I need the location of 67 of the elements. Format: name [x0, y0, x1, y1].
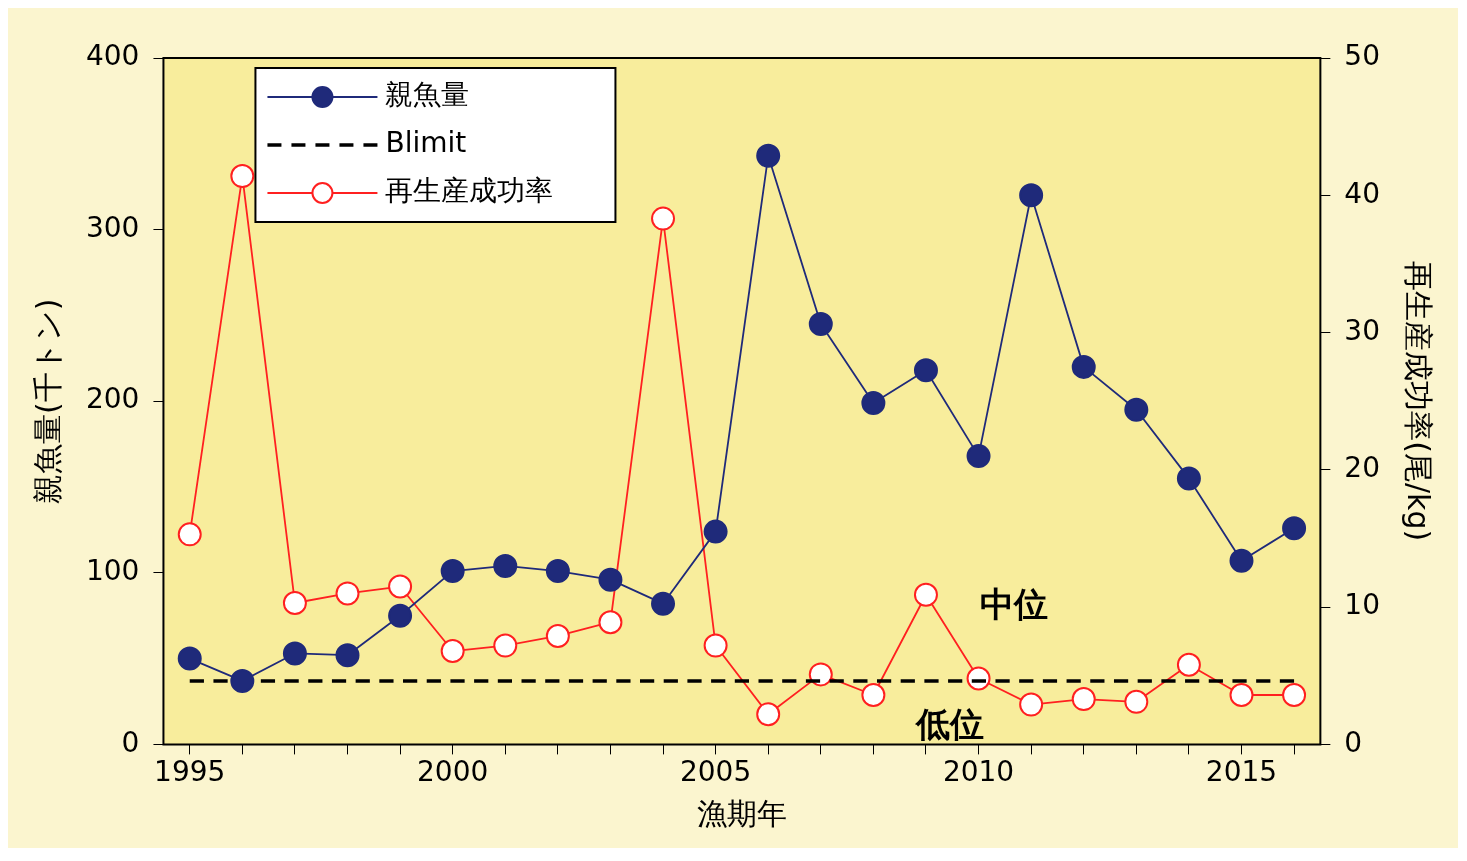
x-tick-label: 1995	[154, 755, 226, 789]
point	[861, 682, 886, 707]
point	[1229, 682, 1254, 707]
point	[335, 581, 360, 606]
point	[703, 633, 728, 658]
y-tick-label: 300	[85, 210, 140, 244]
legend-label: Blimit	[385, 126, 467, 160]
point	[1282, 682, 1307, 707]
annotation: 低位	[914, 704, 985, 745]
point	[756, 702, 781, 727]
y2-tick-label: 0	[1344, 725, 1363, 759]
point	[861, 390, 886, 415]
y2-tick-label: 50	[1344, 39, 1381, 73]
point	[545, 559, 570, 584]
y-axis-title: 親魚量(千トン)	[29, 298, 65, 504]
point	[388, 574, 413, 599]
point	[1176, 466, 1201, 491]
point	[756, 143, 781, 168]
point	[388, 603, 413, 628]
point	[1019, 692, 1044, 717]
point	[1176, 652, 1201, 677]
point	[1071, 687, 1096, 712]
point	[808, 662, 833, 687]
x-tick-label: 2005	[679, 755, 752, 789]
point	[282, 641, 307, 666]
point	[493, 633, 518, 658]
point	[598, 567, 623, 592]
y-tick-label: 400	[85, 39, 140, 73]
annotation: 中位	[979, 583, 1048, 624]
legend-label: 再生産成功率	[385, 174, 554, 208]
point	[1019, 183, 1044, 208]
point	[913, 358, 938, 383]
point	[1124, 689, 1149, 714]
point	[651, 591, 676, 616]
y2-tick-label: 10	[1344, 588, 1381, 622]
x-axis-title: 漁期年	[696, 795, 787, 831]
point	[335, 643, 360, 668]
point	[545, 623, 570, 648]
y-tick-label: 100	[85, 554, 140, 588]
x-tick-label: 2000	[417, 755, 489, 789]
y2-axis-title: 再生産成功率(尾/kg)	[1401, 261, 1437, 542]
point	[493, 553, 518, 578]
point	[440, 639, 465, 664]
point	[808, 311, 833, 336]
point	[703, 519, 728, 544]
x-tick-label: 2010	[942, 755, 1015, 789]
point	[598, 610, 623, 635]
y2-tick-label: 20	[1344, 451, 1381, 485]
point	[230, 668, 255, 693]
point	[440, 559, 465, 584]
legend-label: 親魚量	[385, 78, 470, 112]
point	[1229, 548, 1254, 573]
y2-tick-label: 30	[1344, 313, 1381, 347]
point	[966, 444, 991, 469]
point	[913, 582, 938, 607]
x-tick-label: 2015	[1205, 755, 1278, 789]
point	[651, 206, 676, 231]
point	[1124, 397, 1149, 422]
y-tick-label: 0	[121, 725, 140, 759]
point	[1071, 354, 1096, 379]
point	[177, 646, 202, 671]
y-tick-label: 200	[85, 382, 140, 416]
point	[177, 522, 202, 547]
y2-tick-label: 40	[1344, 176, 1381, 210]
point	[230, 164, 255, 189]
point	[282, 591, 307, 615]
point	[1282, 516, 1307, 541]
